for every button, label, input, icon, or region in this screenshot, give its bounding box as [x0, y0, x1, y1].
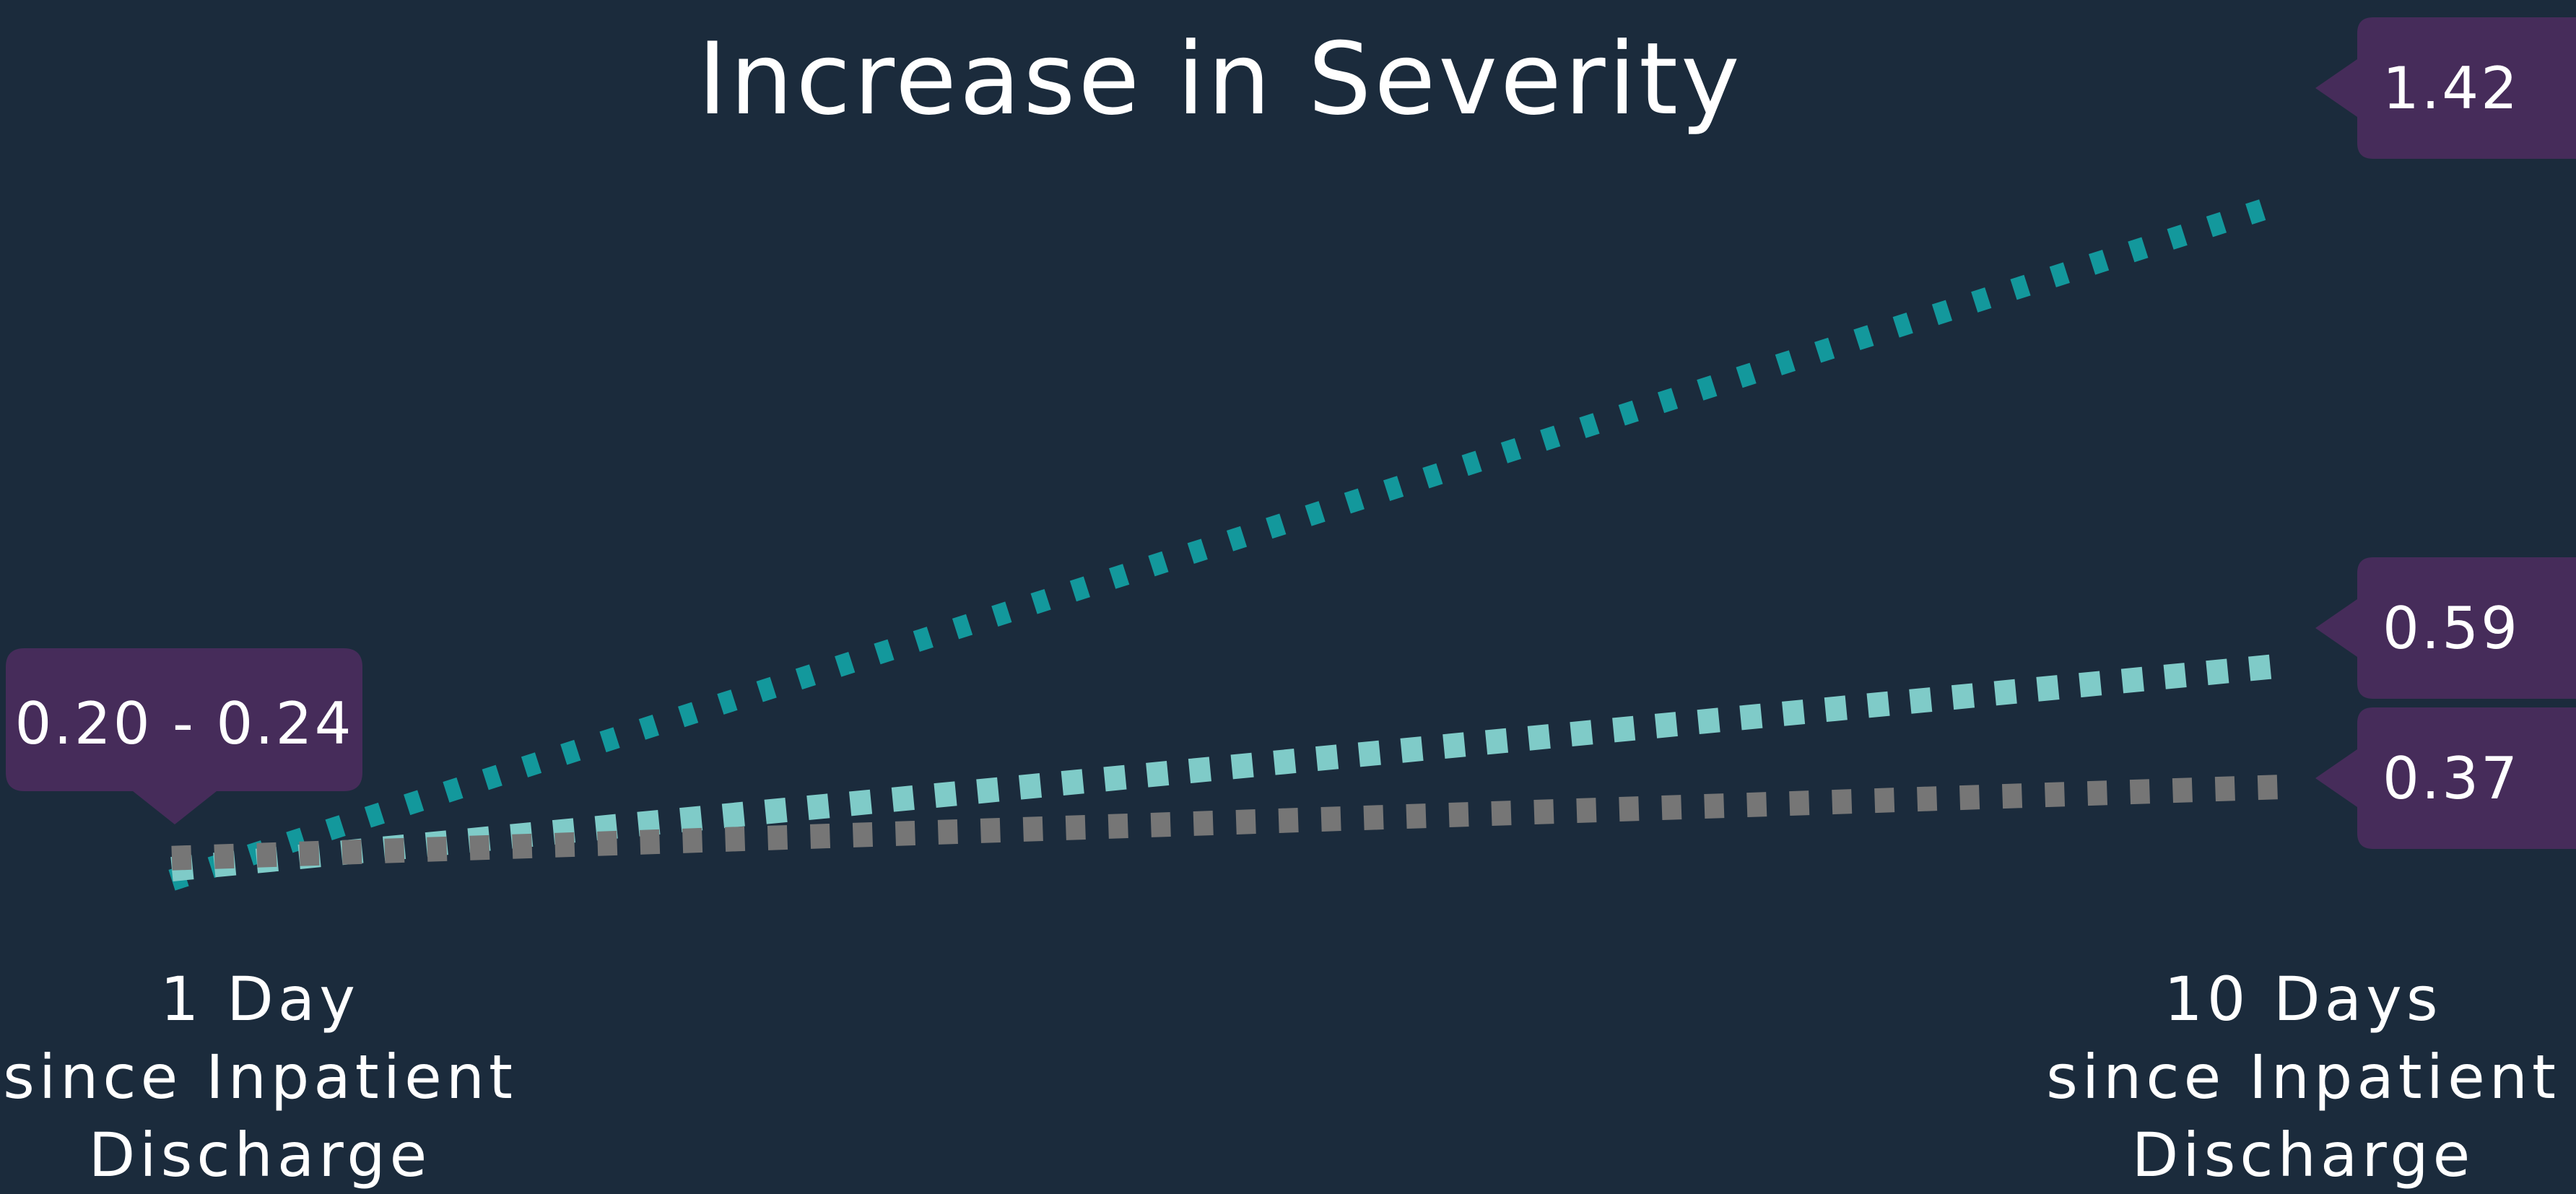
series-line-3 — [171, 774, 2297, 871]
callout-layer: 1.42 0.59 0.37 0.20 - 0.24 — [6, 17, 2576, 849]
x-tick-label-start: 1 Day since Inpatient Discharge — [3, 964, 517, 1190]
series-line-1 — [168, 196, 2274, 891]
end-value-label: 1.42 — [2383, 55, 2520, 122]
series-layer — [168, 196, 2297, 891]
chart-title: Increase in Severity — [697, 21, 1743, 137]
x-tick-label-end: 10 Days since Inpatient Discharge — [2046, 964, 2560, 1190]
end-value-callout-1: 1.42 — [2315, 17, 2576, 159]
end-value-label: 0.59 — [2383, 595, 2520, 662]
callout-shape — [2315, 17, 2576, 159]
end-value-callout-2: 0.59 — [2315, 557, 2576, 699]
end-value-callout-3: 0.37 — [2315, 707, 2576, 849]
start-range-callout: 0.20 - 0.24 — [6, 648, 362, 824]
end-value-label: 0.37 — [2383, 745, 2520, 812]
callout-shape — [2315, 707, 2576, 849]
callout-shape — [2315, 557, 2576, 699]
start-range-label: 0.20 - 0.24 — [15, 690, 354, 757]
callout-shape — [6, 648, 362, 824]
